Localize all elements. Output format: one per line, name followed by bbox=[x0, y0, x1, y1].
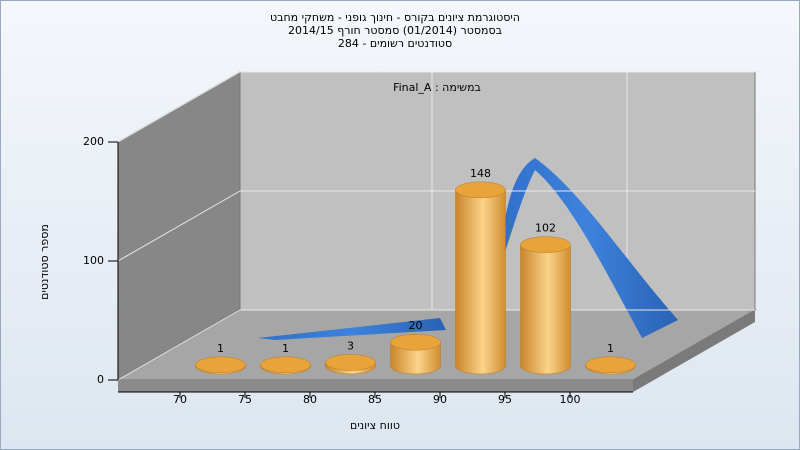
x-tick-label: 100 bbox=[560, 393, 581, 406]
value-label: 1 bbox=[282, 342, 289, 355]
chart-title: היסטוגרמת ציונים בקורס - חינוך גופני - מ… bbox=[270, 11, 520, 24]
bar-top bbox=[585, 356, 636, 374]
y-tick-label: 0 bbox=[97, 373, 104, 386]
bar bbox=[520, 244, 571, 375]
grid-line bbox=[117, 190, 241, 262]
floor-edge bbox=[118, 380, 633, 392]
x-tick-label: 75 bbox=[238, 393, 252, 406]
x-tick-label: 85 bbox=[368, 393, 382, 406]
value-label: 102 bbox=[535, 222, 556, 235]
value-label: 20 bbox=[409, 319, 423, 332]
x-tick-label: 95 bbox=[498, 393, 512, 406]
bar bbox=[390, 341, 441, 375]
bar-top bbox=[390, 333, 441, 351]
y-axis-label: מספר סטודנטים bbox=[38, 224, 51, 300]
grid-line bbox=[117, 71, 241, 143]
bar bbox=[455, 189, 506, 375]
y-tick-label: 200 bbox=[83, 135, 104, 148]
x-tick-label: 90 bbox=[433, 393, 447, 406]
x-tick-label: 80 bbox=[303, 393, 317, 406]
value-label: 148 bbox=[470, 167, 491, 180]
floor-side bbox=[633, 310, 755, 392]
plot: 0 100 200 70 75 80 85 90 95 100 1 1 3 20 148 102 1 bbox=[83, 71, 755, 406]
chart-title: בסמסטר (01/2014) סמסטר חורף 2014/15 bbox=[288, 24, 502, 37]
y-tick-label: 100 bbox=[83, 254, 104, 267]
x-axis-label: טווח ציונים bbox=[350, 419, 400, 432]
bar-top bbox=[455, 181, 506, 199]
bar-top bbox=[520, 236, 571, 253]
grid-line bbox=[117, 309, 241, 381]
chart-title: סטודנטים רשומים - 284 bbox=[338, 37, 452, 50]
value-label: 1 bbox=[217, 342, 224, 355]
distribution-curve bbox=[497, 158, 678, 338]
distribution-curve bbox=[258, 318, 446, 340]
value-label: 1 bbox=[607, 342, 614, 355]
annotation: במשימה : Final_A bbox=[393, 81, 481, 94]
bar-top bbox=[260, 356, 311, 374]
bar-top bbox=[195, 356, 246, 374]
x-tick-label: 70 bbox=[173, 393, 187, 406]
value-label: 3 bbox=[347, 339, 354, 352]
bar-top bbox=[325, 354, 376, 371]
